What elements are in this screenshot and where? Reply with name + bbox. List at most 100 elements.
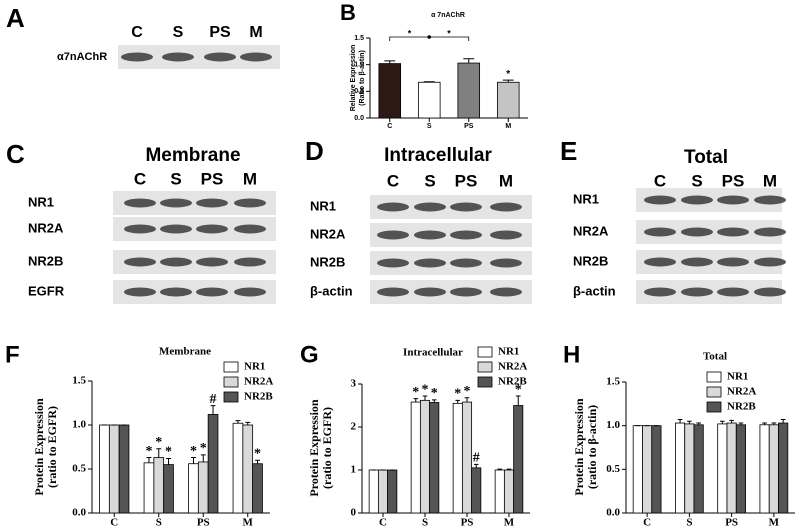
band [717,227,749,237]
significance-mark: * [515,382,522,397]
legend-swatch [477,376,493,388]
legend-label: NR1 [498,346,519,358]
row-label: EGFR [28,283,65,298]
legend-swatch [706,386,722,398]
band [490,202,522,212]
band [377,258,409,268]
y-axis-label: Relative Expression [350,45,357,112]
bar [419,399,431,514]
legend-label: NR2A [498,361,527,373]
bar [632,425,643,514]
row-label: NR2A [28,220,64,235]
y-axis-label: Protein Expression [32,398,46,496]
lane-label: S [691,171,702,190]
band [450,287,482,297]
bar [108,424,120,514]
y-axis-label: (ratio to β-actin) [585,405,599,489]
band [644,257,676,267]
band [240,52,272,62]
bracket-label: * [447,28,451,38]
band [717,287,749,297]
band [160,287,192,297]
bracket-label: * [408,28,412,38]
significance-mark: # [473,451,480,466]
y-tick-label: 0.0 [72,507,86,519]
y-tick-label: 2 [351,421,357,433]
row-label: α7nAChR [57,51,107,63]
error-bar [422,395,428,401]
x-tick-label: S [422,517,428,526]
error-bar [464,397,470,403]
x-tick-label: S [427,123,432,130]
band [160,257,192,267]
bar [759,424,770,514]
band [204,52,236,62]
error-bar [720,420,725,424]
error-bar [413,398,419,403]
band [377,230,409,240]
bar [242,424,254,514]
significance-mark: # [210,392,217,407]
legend-swatch [223,376,239,388]
panel-letter: C [6,139,25,169]
bar [163,464,174,514]
error-bar [687,420,692,424]
lane-label: C [387,171,399,190]
y-tick-label: 0.0 [354,115,364,122]
bar [197,461,209,514]
bar [207,414,219,514]
band [196,287,228,297]
y-tick-label: 1.0 [354,62,364,69]
error-bar [677,419,683,424]
y-axis-label: (ratio to EGFR) [320,407,334,489]
bar [461,401,473,514]
bracket-dot [427,35,432,39]
band [196,198,228,208]
band [754,257,786,267]
row-label: NR1 [573,191,599,206]
band [490,258,522,268]
bar [118,424,130,514]
row-label: NR2A [310,226,346,241]
y-tick-label: 1.5 [72,375,86,387]
row-label: NR1 [28,194,54,209]
error-bar [255,459,260,464]
panel-letter: H [563,341,580,368]
bar [378,63,402,119]
band [717,257,749,267]
panel-letter: G [300,341,319,368]
bar [377,469,389,514]
bar [503,469,515,514]
band [124,198,156,208]
panel-letter: A [6,3,25,33]
band [196,257,228,267]
y-axis-label: Protein Expression [572,398,586,496]
significance-mark: * [165,445,172,460]
bar [513,405,524,514]
lane-label: M [499,171,513,190]
band [124,257,156,267]
significance-mark: * [422,382,429,397]
row-label: NR1 [310,198,336,213]
band [124,287,156,297]
band [196,224,228,234]
error-bar [146,457,152,463]
band [490,230,522,240]
lane-label: C [134,169,146,188]
band [681,195,713,205]
band [414,202,446,212]
band [234,287,266,297]
bar [368,469,379,514]
band [717,195,749,205]
blot-title: Intracellular [384,145,492,166]
lane-label: M [249,24,262,41]
x-tick-label: M [504,517,515,526]
blot-title: Membrane [145,145,240,166]
x-tick-label: PS [725,517,738,526]
bar [735,424,746,514]
row-label: NR2A [573,223,609,238]
panel-letter: D [305,136,324,166]
y-tick-label: 1.0 [606,419,620,431]
bar [252,463,263,514]
